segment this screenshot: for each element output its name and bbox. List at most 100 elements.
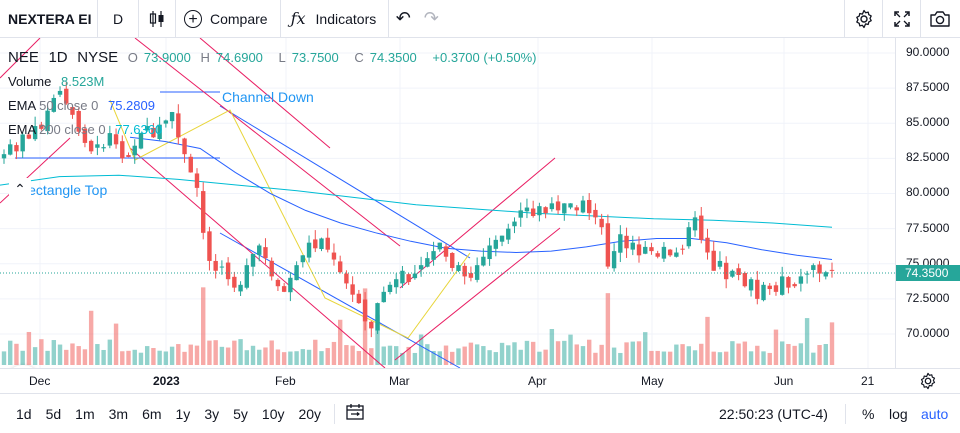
axis-settings-button[interactable] (919, 372, 937, 395)
volume-bar (711, 351, 716, 365)
volume-bar (288, 351, 293, 365)
compare-label: Compare (210, 10, 268, 27)
candle-body (530, 208, 536, 216)
volume-bar (8, 340, 13, 365)
volume-bar (443, 345, 449, 365)
range-3y[interactable]: 3y (204, 405, 220, 422)
volume-bar (618, 352, 623, 365)
clock-timezone[interactable]: 22:50:23 (UTC-4) (719, 405, 828, 422)
volume-bar (169, 346, 175, 365)
open-value: 73.9000 (143, 50, 191, 65)
range-1d[interactable]: 1d (16, 405, 32, 422)
candle-body (705, 237, 710, 253)
ema200-legend-row[interactable]: EMA 200 close 0 77.6360 (8, 118, 542, 142)
volume-bar (194, 345, 200, 365)
snapshot-button[interactable] (920, 0, 959, 38)
volume-bar (219, 346, 225, 365)
volume-bar (562, 340, 567, 365)
fullscreen-icon (894, 11, 910, 27)
auto-toggle[interactable]: auto (921, 405, 949, 422)
candle-body (281, 286, 287, 292)
redo-icon: ↷ (423, 8, 439, 28)
volume-bar (225, 347, 231, 365)
volume-bar (730, 341, 735, 365)
volume-bar (636, 341, 642, 365)
volume-bar (605, 293, 611, 365)
compare-button[interactable]: + Compare (176, 0, 281, 38)
volume-bar (418, 334, 424, 365)
candle-body (468, 273, 474, 278)
volume-bar (643, 332, 648, 365)
range-5d[interactable]: 5d (45, 405, 62, 422)
range-10y[interactable]: 10y (261, 405, 285, 422)
candle-body (257, 245, 262, 255)
chart-type-button[interactable] (138, 0, 176, 38)
volume-bar (201, 287, 206, 365)
tradingview-logo[interactable] (5, 365, 41, 368)
log-toggle[interactable]: log (889, 405, 908, 422)
range-1m[interactable]: 1m (75, 405, 95, 422)
volume-bar (823, 344, 828, 365)
candle-body (8, 144, 13, 155)
volume-bar (736, 343, 741, 365)
volume-bar (163, 351, 169, 365)
ema50-legend-row[interactable]: EMA 50 close 0 75.2809 (8, 94, 542, 118)
volume-bar (655, 350, 660, 365)
candle-body (717, 260, 723, 267)
candle-body (381, 291, 386, 303)
volume-bar (213, 340, 218, 365)
candle-body (331, 252, 337, 260)
volume-bar (468, 342, 474, 365)
candle-body (39, 124, 44, 129)
volume-bar (518, 349, 523, 365)
candle-body (95, 144, 100, 148)
price-axis[interactable]: 90.0000 87.5000 85.0000 82.5000 80.0000 … (895, 38, 960, 368)
candle-body (686, 227, 692, 247)
candle-body (51, 97, 57, 112)
legend-interval: 1D (48, 49, 68, 66)
price-chart[interactable] (0, 38, 895, 368)
volume-bar (792, 345, 797, 365)
candle-body (580, 200, 586, 213)
volume-legend-row[interactable]: Volume 8.523M (8, 70, 542, 94)
volume-bar (14, 343, 19, 365)
legend-collapse-button[interactable]: ⌃ (9, 178, 31, 200)
date-range-button[interactable] (345, 403, 365, 424)
chart-pane[interactable]: Channel Down Rectangle Top ⌃ (0, 38, 895, 368)
fullscreen-button[interactable] (882, 0, 921, 38)
time-label: 2023 (153, 374, 180, 388)
channel-down-label[interactable]: Channel Down (222, 89, 314, 105)
symbol-legend-row[interactable]: NEE 1D NYSE O 73.9000 H 74.6900 L 73.7500 C… (8, 46, 542, 70)
range-3m[interactable]: 3m (108, 405, 129, 422)
candle-body (568, 203, 573, 208)
range-20y[interactable]: 20y (298, 405, 322, 422)
volume-bar (543, 349, 548, 365)
volume-bar (300, 349, 306, 365)
camera-icon (930, 11, 950, 27)
indicators-button[interactable]: ƒx Indicators (281, 0, 390, 38)
volume-bar (611, 347, 617, 365)
range-5y[interactable]: 5y (233, 405, 248, 422)
candle-body (263, 247, 268, 259)
volume-bar (113, 323, 119, 365)
interval-button[interactable]: D (112, 10, 124, 27)
calendar-range-icon (346, 404, 364, 420)
symbol-search-button[interactable]: NEXTERA EI (0, 0, 98, 38)
time-label: Feb (275, 374, 296, 388)
volume-bar (773, 329, 779, 365)
candle-body (188, 156, 193, 173)
range-6m[interactable]: 6m (142, 405, 162, 422)
volume-bar (425, 344, 430, 365)
percent-toggle[interactable]: % (862, 405, 875, 422)
pink-line-7 (394, 227, 561, 361)
volume-bar (257, 349, 262, 365)
volume-bar (474, 344, 480, 365)
time-axis[interactable]: Dec 2023 Feb Mar Apr May Jun 21 (0, 368, 960, 394)
undo-button[interactable]: ↶ (389, 0, 417, 38)
rectangle-top-label[interactable]: Rectangle Top (18, 182, 108, 198)
settings-button[interactable] (844, 0, 883, 38)
redo-button[interactable]: ↷ (417, 0, 445, 38)
range-1y[interactable]: 1y (175, 405, 191, 422)
time-label: Apr (528, 374, 547, 388)
candle-body (64, 88, 69, 104)
